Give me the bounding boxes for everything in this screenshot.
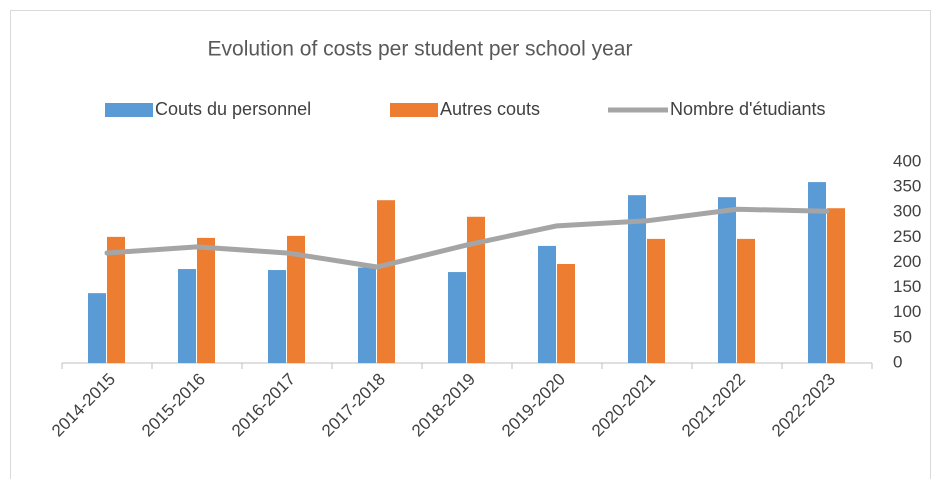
y-tick-label: 400: [893, 151, 921, 170]
bar: [557, 264, 575, 363]
bar: [197, 237, 215, 363]
bar: [737, 238, 755, 363]
legend-label: Couts du personnel: [155, 99, 311, 119]
y-tick-label: 100: [893, 302, 921, 321]
y-tick-label: 250: [893, 227, 921, 246]
bar: [287, 235, 305, 363]
y-tick-label: 150: [893, 277, 921, 296]
bar: [467, 216, 485, 363]
bar: [107, 236, 125, 363]
bar: [718, 197, 736, 363]
legend-swatch: [105, 103, 153, 117]
y-tick-label: 50: [893, 327, 912, 346]
bar: [268, 270, 286, 363]
y-tick-label: 0: [893, 352, 902, 371]
y-tick-label: 350: [893, 177, 921, 196]
legend-swatch: [390, 103, 438, 117]
bar: [178, 269, 196, 363]
chart-title: Evolution of costs per student per schoo…: [208, 38, 633, 61]
bar: [358, 267, 376, 363]
bar: [628, 195, 646, 363]
y-tick-label: 300: [893, 202, 921, 221]
bar: [448, 272, 466, 363]
bar: [827, 208, 845, 363]
y-tick-label: 200: [893, 252, 921, 271]
bar: [88, 293, 106, 363]
bar: [808, 182, 826, 363]
bar: [538, 245, 556, 363]
bar: [647, 238, 665, 363]
legend-label: Autres couts: [440, 99, 540, 119]
bar: [377, 200, 395, 363]
legend-label: Nombre d'étudiants: [670, 99, 826, 119]
line: [104, 206, 830, 270]
